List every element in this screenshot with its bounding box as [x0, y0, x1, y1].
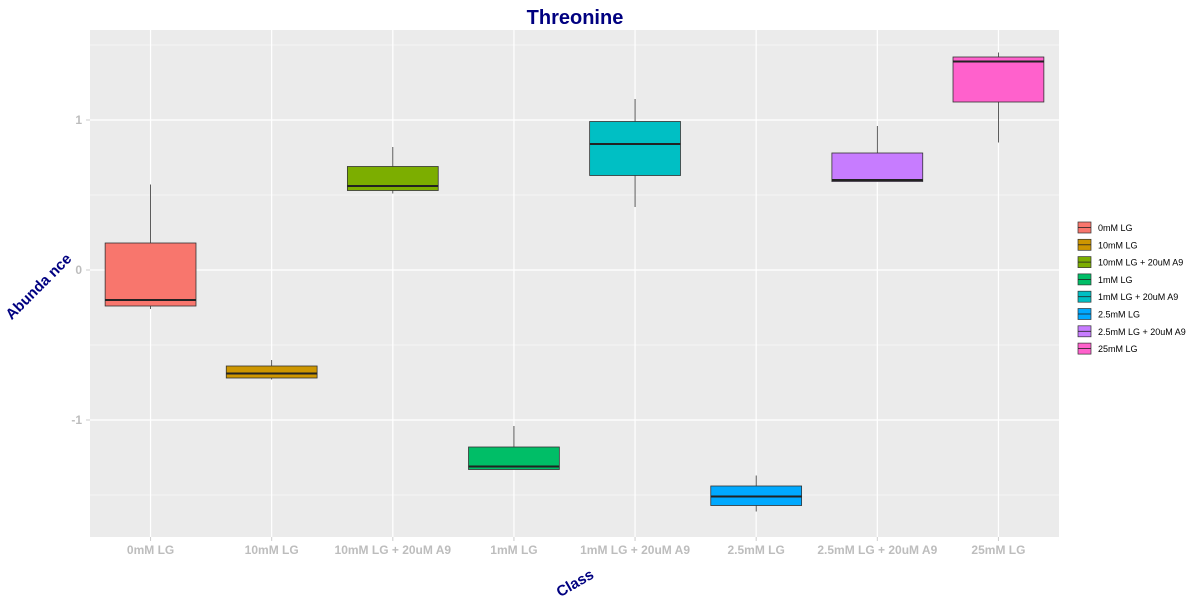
legend-label: 0mM LG	[1098, 223, 1133, 233]
y-axis-title: Abunda nce	[2, 250, 75, 323]
box-6	[710, 475, 803, 512]
legend-item: 2.5mM LG + 20uM A9	[1077, 325, 1186, 338]
legend-label: 1mM LG	[1098, 275, 1133, 285]
x-tick-label: 2.5mM LG + 20uM A9	[817, 543, 937, 557]
legend-label: 1mM LG + 20uM A9	[1098, 292, 1178, 302]
box-4	[468, 426, 560, 470]
x-axis-ticks: 0mM LG 10mM LG 10mM LG + 20uM A9 1mM LG 1mM …	[127, 537, 1025, 557]
legend-item: 0mM LG	[1077, 221, 1133, 234]
box-body	[589, 121, 681, 176]
x-tick-label: 1mM LG + 20uM A9	[580, 543, 690, 557]
box-3	[346, 147, 439, 194]
legend-label: 2.5mM LG + 20uM A9	[1098, 327, 1186, 337]
box-body	[104, 242, 197, 307]
x-tick-label: 25mM LG	[971, 543, 1025, 557]
y-tick-label: 0	[75, 263, 82, 277]
box-body	[225, 365, 318, 379]
box-body	[831, 152, 924, 182]
legend-label: 2.5mM LG	[1098, 310, 1140, 320]
legend-item: 2.5mM LG	[1077, 308, 1140, 320]
legend-item: 10mM LG + 20uM A9	[1077, 256, 1183, 268]
x-axis-title: Class	[554, 566, 597, 600]
box-body	[952, 56, 1045, 103]
box-2	[225, 360, 318, 380]
box-5	[589, 99, 681, 207]
y-tick-label: -1	[71, 413, 82, 427]
plot-panel	[90, 30, 1059, 537]
legend-item: 1mM LG + 20uM A9	[1077, 290, 1178, 303]
legend-item: 1mM LG	[1077, 273, 1133, 286]
x-tick-label: 10mM LG + 20uM A9	[335, 543, 452, 557]
box-1	[104, 184, 197, 309]
legend-label: 10mM LG	[1098, 240, 1138, 250]
box-layer	[104, 52, 1045, 512]
legend-item: 10mM LG	[1077, 238, 1138, 251]
legend: 0mM LG 10mM LG 10mM LG + 20uM A9 1mM LG 1mM …	[1077, 221, 1186, 355]
x-tick-label: 0mM LG	[127, 543, 174, 557]
y-axis-ticks: -1 0 1	[71, 113, 90, 427]
box-7	[831, 126, 924, 182]
x-tick-label: 10mM LG	[245, 543, 299, 557]
box-body	[468, 446, 560, 470]
x-tick-label: 2.5mM LG	[728, 543, 785, 557]
chart-title: Threonine	[527, 7, 624, 29]
x-tick-label: 1mM LG	[490, 543, 537, 557]
legend-item: 25mM LG	[1077, 342, 1138, 355]
legend-label: 25mM LG	[1098, 344, 1138, 354]
y-tick-label: 1	[75, 113, 82, 127]
legend-label: 10mM LG + 20uM A9	[1098, 258, 1183, 268]
box-8	[952, 52, 1045, 143]
